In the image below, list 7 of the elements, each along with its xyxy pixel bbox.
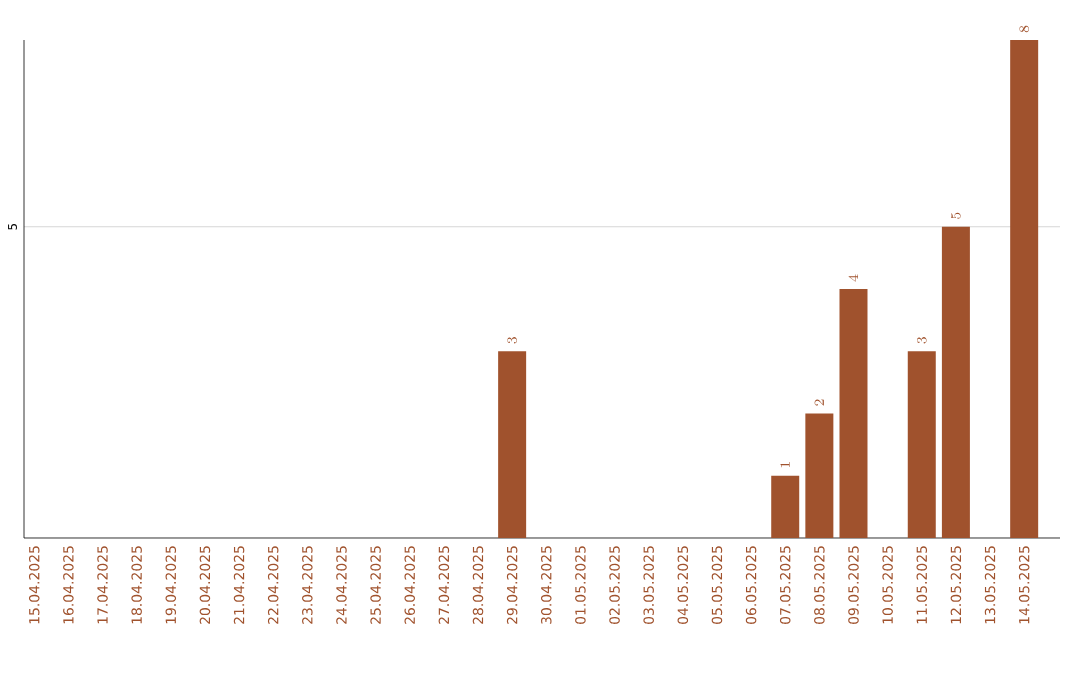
bar bbox=[771, 475, 800, 538]
bar bbox=[805, 413, 834, 538]
bar bbox=[839, 289, 868, 538]
bar bbox=[907, 351, 936, 538]
bar bbox=[1010, 40, 1039, 538]
bar bbox=[498, 351, 527, 538]
bar bbox=[941, 226, 970, 538]
